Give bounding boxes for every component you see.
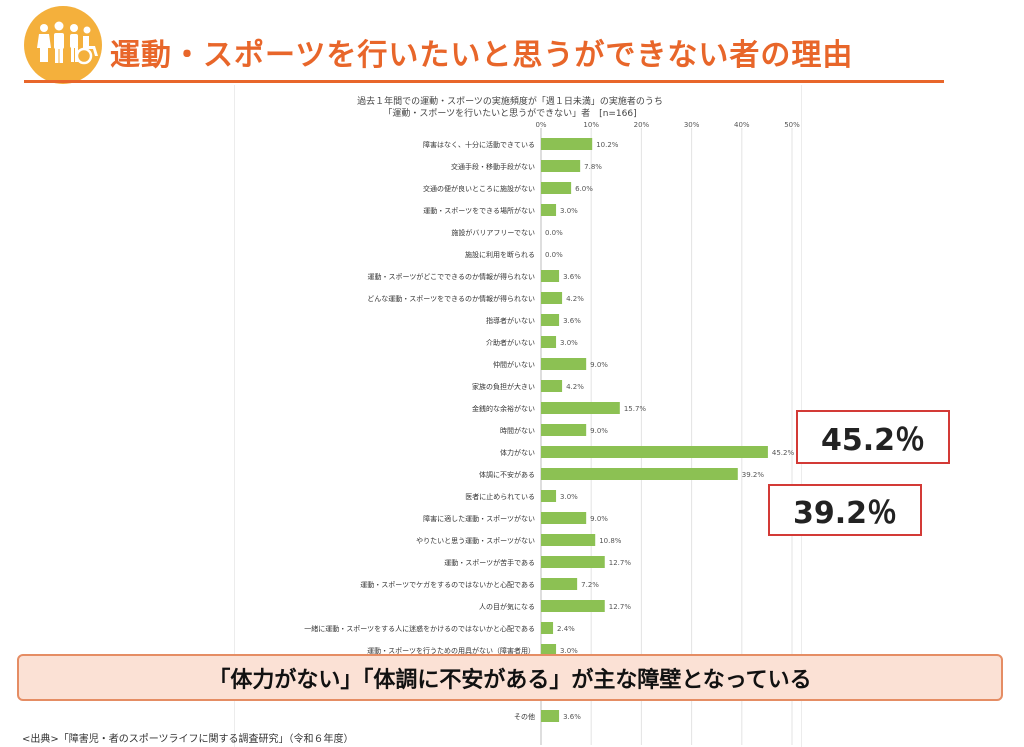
category-label: どんな運動・スポーツをできるのか情報が得られない [367,294,535,303]
data-label: 3.0% [560,339,578,347]
data-label: 6.0% [575,185,593,193]
bar [541,578,578,590]
category-label: 介助者がいない [486,338,535,347]
bar [541,622,554,634]
data-label: 10.8% [599,537,622,545]
bar [541,182,572,194]
category-label: 運動・スポーツでケガをするのではないかと心配である [360,580,535,589]
category-label: 障害に適した運動・スポーツがない [423,514,535,523]
data-label: 2.4% [557,625,575,633]
data-label: 0.0% [545,251,563,259]
bar [541,138,593,150]
data-label: 3.0% [560,647,578,655]
category-label: 指導者がいない [486,316,535,325]
bar [541,468,738,480]
data-label: 9.0% [590,427,608,435]
data-label: 10.2% [596,141,619,149]
data-label: 39.2% [742,471,765,479]
bar [541,336,557,348]
bar [541,402,620,414]
category-label: 金銭的な余裕がない [472,404,535,413]
data-label: 4.2% [566,295,584,303]
title-divider [24,80,944,83]
data-label: 3.6% [563,317,581,325]
people-wheelchair-icon [24,6,102,84]
category-label: 施設に利用を断られる [465,250,535,259]
bar [541,534,596,546]
data-label: 3.6% [563,713,581,721]
callout-health: 39.2％ [768,484,922,536]
category-label: やりたいと思う運動・スポーツがない [416,536,535,545]
bar [541,358,587,370]
category-label: 人の目が気になる [479,602,535,611]
conclusion-banner: 「体力がない」「体調に不安がある」が主な障壁となっている [17,654,1003,701]
category-label: 運動・スポーツをできる場所がない [423,206,535,215]
data-label: 9.0% [590,361,608,369]
data-label: 3.0% [560,493,578,501]
category-label: 仲間がいない [493,360,535,369]
chart-title-line1: 過去１年間での運動・スポーツの実施頻度が「週１日未満」の実施者のうち [357,97,663,107]
data-label: 45.2% [772,449,795,457]
data-label: 3.0% [560,207,578,215]
bar [541,600,605,612]
category-label: 運動・スポーツがどこでできるのか情報が得られない [367,272,535,281]
bar [541,556,605,568]
category-label: その他 [514,712,535,721]
bar [541,710,560,722]
bar [541,424,587,436]
category-label: 交通の便が良いところに施設がない [423,184,535,193]
bar [541,644,557,656]
category-label: 医者に止められている [465,492,535,501]
page-title: 運動・スポーツを行いたいと思うができない者の理由 [110,38,854,73]
bar [541,270,560,282]
data-label: 15.7% [624,405,647,413]
data-label: 7.8% [584,163,602,171]
data-label: 0.0% [545,229,563,237]
category-label: 障害はなく、十分に活動できている [423,140,535,149]
bar [541,490,557,502]
callout-stamina: 45.2％ [796,410,950,464]
category-label: 一緒に運動・スポーツをする人に迷惑をかけるのではないかと心配である [304,624,535,633]
category-label: 体調に不安がある [479,470,535,479]
x-tick-label: 10% [583,121,599,129]
x-tick-label: 40% [734,121,750,129]
x-tick-label: 0% [535,121,546,129]
data-label: 9.0% [590,515,608,523]
bar [541,380,563,392]
x-tick-label: 20% [634,121,650,129]
bar [541,314,560,326]
bar [541,446,768,458]
chart-title-line2: 「運動・スポーツを行いたいと思うができない」者 [n=166] [383,109,637,119]
x-tick-label: 50% [784,121,800,129]
category-label: 時間がない [500,426,535,435]
source-note: <出典>「障害児・者のスポーツライフに関する調査研究」（令和６年度） [22,734,354,745]
bar [541,512,587,524]
bar [541,204,557,216]
data-label: 12.7% [609,603,632,611]
data-label: 12.7% [609,559,632,567]
bar [541,292,563,304]
data-label: 3.6% [563,273,581,281]
data-label: 7.2% [581,581,599,589]
category-label: 施設がバリアフリーでない [451,228,535,237]
category-label: 体力がない [500,448,535,457]
category-label: 運動・スポーツが苦手である [444,558,535,567]
bar [541,160,581,172]
category-label: 交通手段・移動手段がない [451,162,535,171]
category-label: 運動・スポーツを行うための用具がない（障害者用） [367,646,535,655]
chart-panel [234,85,802,747]
x-tick-label: 30% [684,121,700,129]
data-label: 4.2% [566,383,584,391]
category-label: 家族の負担が大きい [472,382,535,391]
